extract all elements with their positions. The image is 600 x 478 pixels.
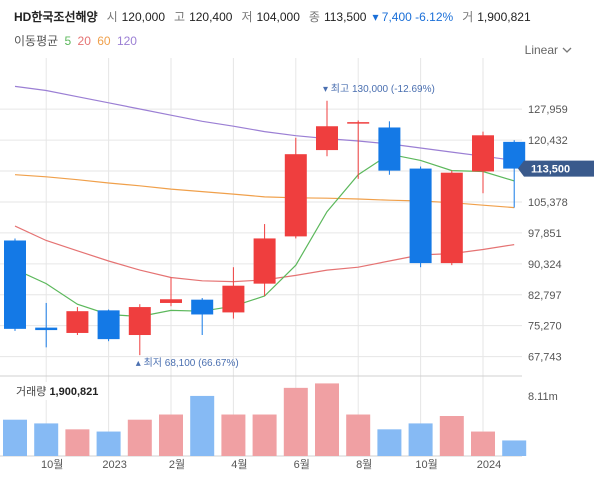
moving-average-label: 이동평균 xyxy=(14,34,59,48)
volume-bar xyxy=(127,419,152,456)
x-tick-label: 4월 xyxy=(231,458,247,471)
volume-bar xyxy=(346,414,371,456)
open-value: 120,000 xyxy=(121,10,166,24)
y-tick-label: 127,959 xyxy=(528,104,568,116)
volume-bar xyxy=(502,440,527,456)
candle-body xyxy=(66,311,89,333)
volume-label: 거 xyxy=(462,10,474,24)
volume-bar xyxy=(315,383,339,456)
candle-body xyxy=(284,154,307,237)
scale-selector[interactable]: Linear xyxy=(525,43,572,57)
moving-average-legend[interactable]: 이동평균 5 20 60 120 xyxy=(14,32,140,49)
candle-body xyxy=(4,240,26,329)
chevron-down-icon xyxy=(562,47,572,53)
x-tick-label: 2023 xyxy=(102,459,126,471)
volume-bar xyxy=(34,423,59,456)
ma-period-60: 60 xyxy=(97,34,111,48)
close-label: 종 xyxy=(308,10,320,24)
low-annotation: ▴ 최저 68,100 (66.67%) xyxy=(136,357,239,369)
volume-bar xyxy=(65,429,90,456)
candle-body xyxy=(160,299,182,303)
volume-bar xyxy=(252,414,277,456)
y-tick-label: 105,378 xyxy=(528,197,568,209)
y-tick-label: 82,797 xyxy=(528,290,562,302)
ma-period-20: 20 xyxy=(77,34,91,48)
price-header: HD한국조선해양 시 120,000 고 120,400 저 104,000 종 113… xyxy=(14,8,531,25)
candle-body xyxy=(503,141,526,169)
close-value: 113,500 xyxy=(323,10,367,24)
volume-bar xyxy=(471,431,495,456)
volume-bar xyxy=(221,414,246,456)
x-tick-label: 8월 xyxy=(356,458,372,471)
x-tick-label: 10월 xyxy=(41,458,63,471)
y-tick-label: 120,432 xyxy=(528,135,568,147)
x-tick-label: 6월 xyxy=(294,458,310,471)
high-value: 120,400 xyxy=(189,10,233,24)
candle-body xyxy=(440,172,463,264)
y-tick-label: 90,324 xyxy=(528,259,562,271)
volume-max-label: 8.11m xyxy=(528,391,558,403)
change-value: ▾ 7,400 -6.12% xyxy=(372,10,454,24)
x-tick-label: 2024 xyxy=(477,459,501,471)
candle-body xyxy=(253,238,276,284)
volume-bar xyxy=(283,387,308,456)
volume-panel-label: 거래량 1,900,821 xyxy=(14,382,101,400)
ma-period-120: 120 xyxy=(116,34,137,48)
volume-value: 1,900,821 xyxy=(477,10,531,24)
scale-selector-label: Linear xyxy=(524,43,558,57)
volume-bar xyxy=(377,429,402,456)
ma-period-5: 5 xyxy=(64,34,72,48)
candle-body xyxy=(97,310,120,340)
candle-body xyxy=(35,327,58,331)
stock-name: HD한국조선해양 xyxy=(14,10,98,24)
candle-body xyxy=(128,307,151,336)
x-tick-label: 2월 xyxy=(169,458,185,471)
candle-body xyxy=(316,126,338,151)
ma60-line xyxy=(14,174,515,209)
low-value: 104,000 xyxy=(256,10,300,24)
current-price-label: 113,500 xyxy=(531,164,570,176)
volume-panel-value: 1,900,821 xyxy=(49,386,99,398)
candle-body xyxy=(409,168,432,264)
volume-bar xyxy=(3,419,27,456)
volume-bar xyxy=(96,431,121,456)
y-tick-label: 75,270 xyxy=(528,321,562,333)
candle-body xyxy=(472,135,494,172)
candle-body xyxy=(191,299,214,315)
y-tick-label: 97,851 xyxy=(528,228,562,240)
volume-bar xyxy=(190,395,215,456)
high-annotation: ▾ 최고 130,000 (-12.69%) xyxy=(323,83,435,95)
low-label: 저 xyxy=(241,10,253,24)
x-tick-label: 10월 xyxy=(415,458,437,471)
open-label: 시 xyxy=(106,10,118,24)
high-label: 고 xyxy=(174,10,186,24)
candle-body xyxy=(347,122,370,124)
candle-body xyxy=(222,285,245,313)
y-tick-label: 67,743 xyxy=(528,352,562,364)
candle-body xyxy=(378,127,401,171)
volume-bar xyxy=(439,416,464,456)
current-price-tag xyxy=(518,160,594,177)
volume-bar xyxy=(159,414,183,456)
ma120-line xyxy=(14,85,515,161)
volume-bar xyxy=(408,423,433,456)
volume-panel-title: 거래량 xyxy=(16,386,47,398)
